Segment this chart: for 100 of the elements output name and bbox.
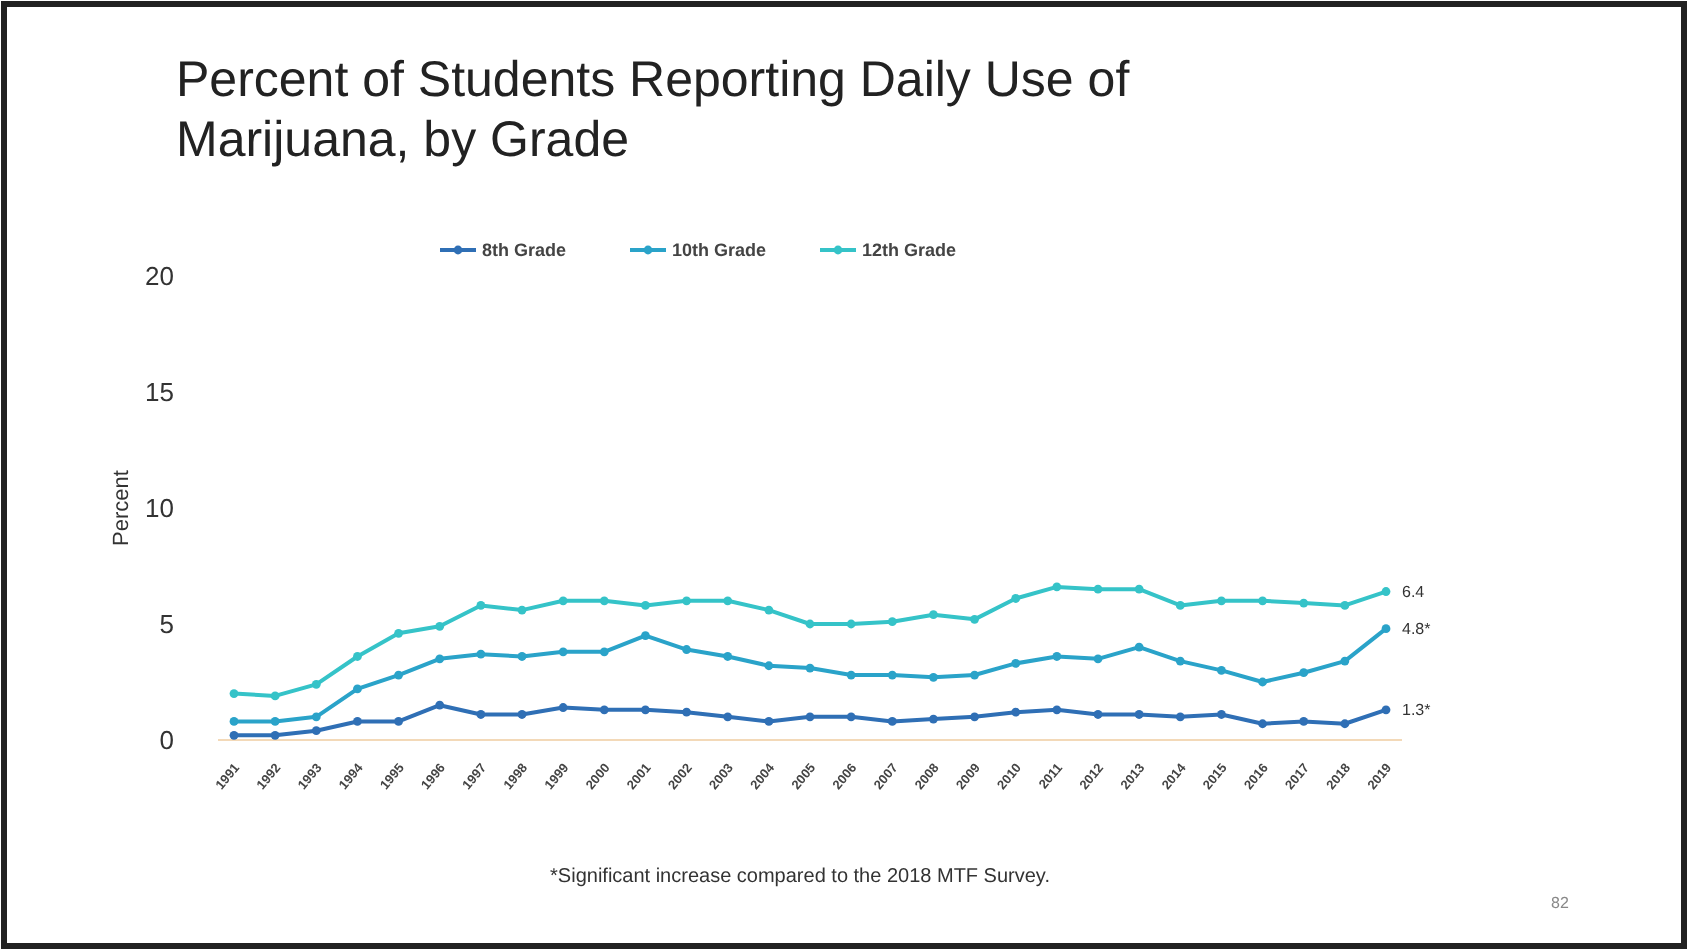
point xyxy=(846,619,856,629)
point xyxy=(641,705,650,715)
annotation: 6.4 xyxy=(1402,583,1426,602)
point xyxy=(887,717,897,726)
point xyxy=(887,617,897,627)
point xyxy=(476,649,486,659)
annotation: 1.3* xyxy=(1402,701,1431,720)
point xyxy=(1011,707,1021,717)
point xyxy=(1381,705,1391,715)
text: *Significant increase compared to the 2018 MTF Survey. xyxy=(550,866,1050,888)
point xyxy=(599,596,609,606)
chart-title: Percent of Students Reporting Daily Use of Marijuana, by Grade xyxy=(176,52,1130,168)
point xyxy=(764,661,774,671)
point xyxy=(353,717,362,726)
point xyxy=(394,670,403,680)
point xyxy=(1175,601,1185,610)
point xyxy=(1134,710,1144,719)
point xyxy=(476,601,486,610)
point xyxy=(1217,596,1226,606)
point xyxy=(723,652,733,661)
y-tick-label: 5 xyxy=(159,609,174,640)
point xyxy=(723,596,733,606)
point xyxy=(1299,668,1309,678)
y-tick-label: 20 xyxy=(145,261,174,292)
point xyxy=(1011,659,1021,668)
point xyxy=(1258,677,1267,687)
point xyxy=(805,712,815,722)
point xyxy=(517,605,527,615)
point xyxy=(599,647,609,657)
legend-label: 8th Grade xyxy=(482,240,567,261)
point xyxy=(682,645,691,654)
point xyxy=(1093,584,1103,594)
point xyxy=(846,712,856,722)
point xyxy=(1340,656,1350,666)
point xyxy=(1258,596,1267,606)
point xyxy=(1093,654,1103,664)
point xyxy=(270,730,280,740)
point xyxy=(353,684,362,694)
point xyxy=(1217,666,1226,675)
point xyxy=(1381,624,1391,634)
point xyxy=(435,654,445,664)
point xyxy=(929,714,938,724)
point xyxy=(723,712,733,722)
point xyxy=(641,601,650,610)
point xyxy=(229,689,239,698)
text: 82 xyxy=(1551,894,1570,912)
point xyxy=(970,712,979,722)
point xyxy=(435,700,445,710)
point xyxy=(682,707,691,717)
y-tick-label: 15 xyxy=(145,377,174,408)
point xyxy=(353,652,362,661)
point xyxy=(887,670,897,680)
point xyxy=(476,710,486,719)
point xyxy=(764,717,774,726)
point xyxy=(929,610,938,620)
point xyxy=(1175,656,1185,666)
point xyxy=(1299,598,1309,608)
point xyxy=(599,705,609,715)
y-tick-label: 0 xyxy=(159,725,174,756)
point xyxy=(764,605,774,615)
point xyxy=(229,717,239,726)
point xyxy=(1134,584,1144,594)
legend-label: 12th Grade xyxy=(862,240,957,261)
point xyxy=(1052,705,1062,715)
point xyxy=(846,670,856,680)
point xyxy=(1381,587,1391,596)
point xyxy=(1052,652,1062,661)
point xyxy=(1134,642,1144,652)
y-axis-title: Percent xyxy=(110,470,134,546)
point xyxy=(394,717,403,726)
legend-label: 10th Grade xyxy=(672,240,767,261)
point xyxy=(1011,594,1021,603)
point xyxy=(929,672,938,682)
point xyxy=(394,628,403,638)
point xyxy=(558,703,568,712)
point xyxy=(1340,601,1350,610)
point xyxy=(682,596,691,606)
point xyxy=(558,596,568,606)
point xyxy=(558,647,568,657)
y-tick-label: 10 xyxy=(145,493,174,524)
point xyxy=(517,652,527,661)
point xyxy=(1217,710,1226,719)
point xyxy=(435,621,445,631)
annotation: 4.8* xyxy=(1402,620,1431,639)
point xyxy=(1299,717,1309,726)
point xyxy=(1175,712,1185,722)
point xyxy=(311,679,321,689)
point xyxy=(517,710,527,719)
point xyxy=(311,712,321,722)
point xyxy=(1052,582,1062,592)
point xyxy=(970,614,979,624)
point xyxy=(641,631,650,640)
point xyxy=(270,691,280,701)
point xyxy=(1093,710,1103,719)
point xyxy=(805,619,815,629)
point xyxy=(970,670,979,680)
point xyxy=(805,663,815,673)
point xyxy=(229,730,239,740)
point xyxy=(1258,719,1267,729)
point xyxy=(311,726,321,736)
